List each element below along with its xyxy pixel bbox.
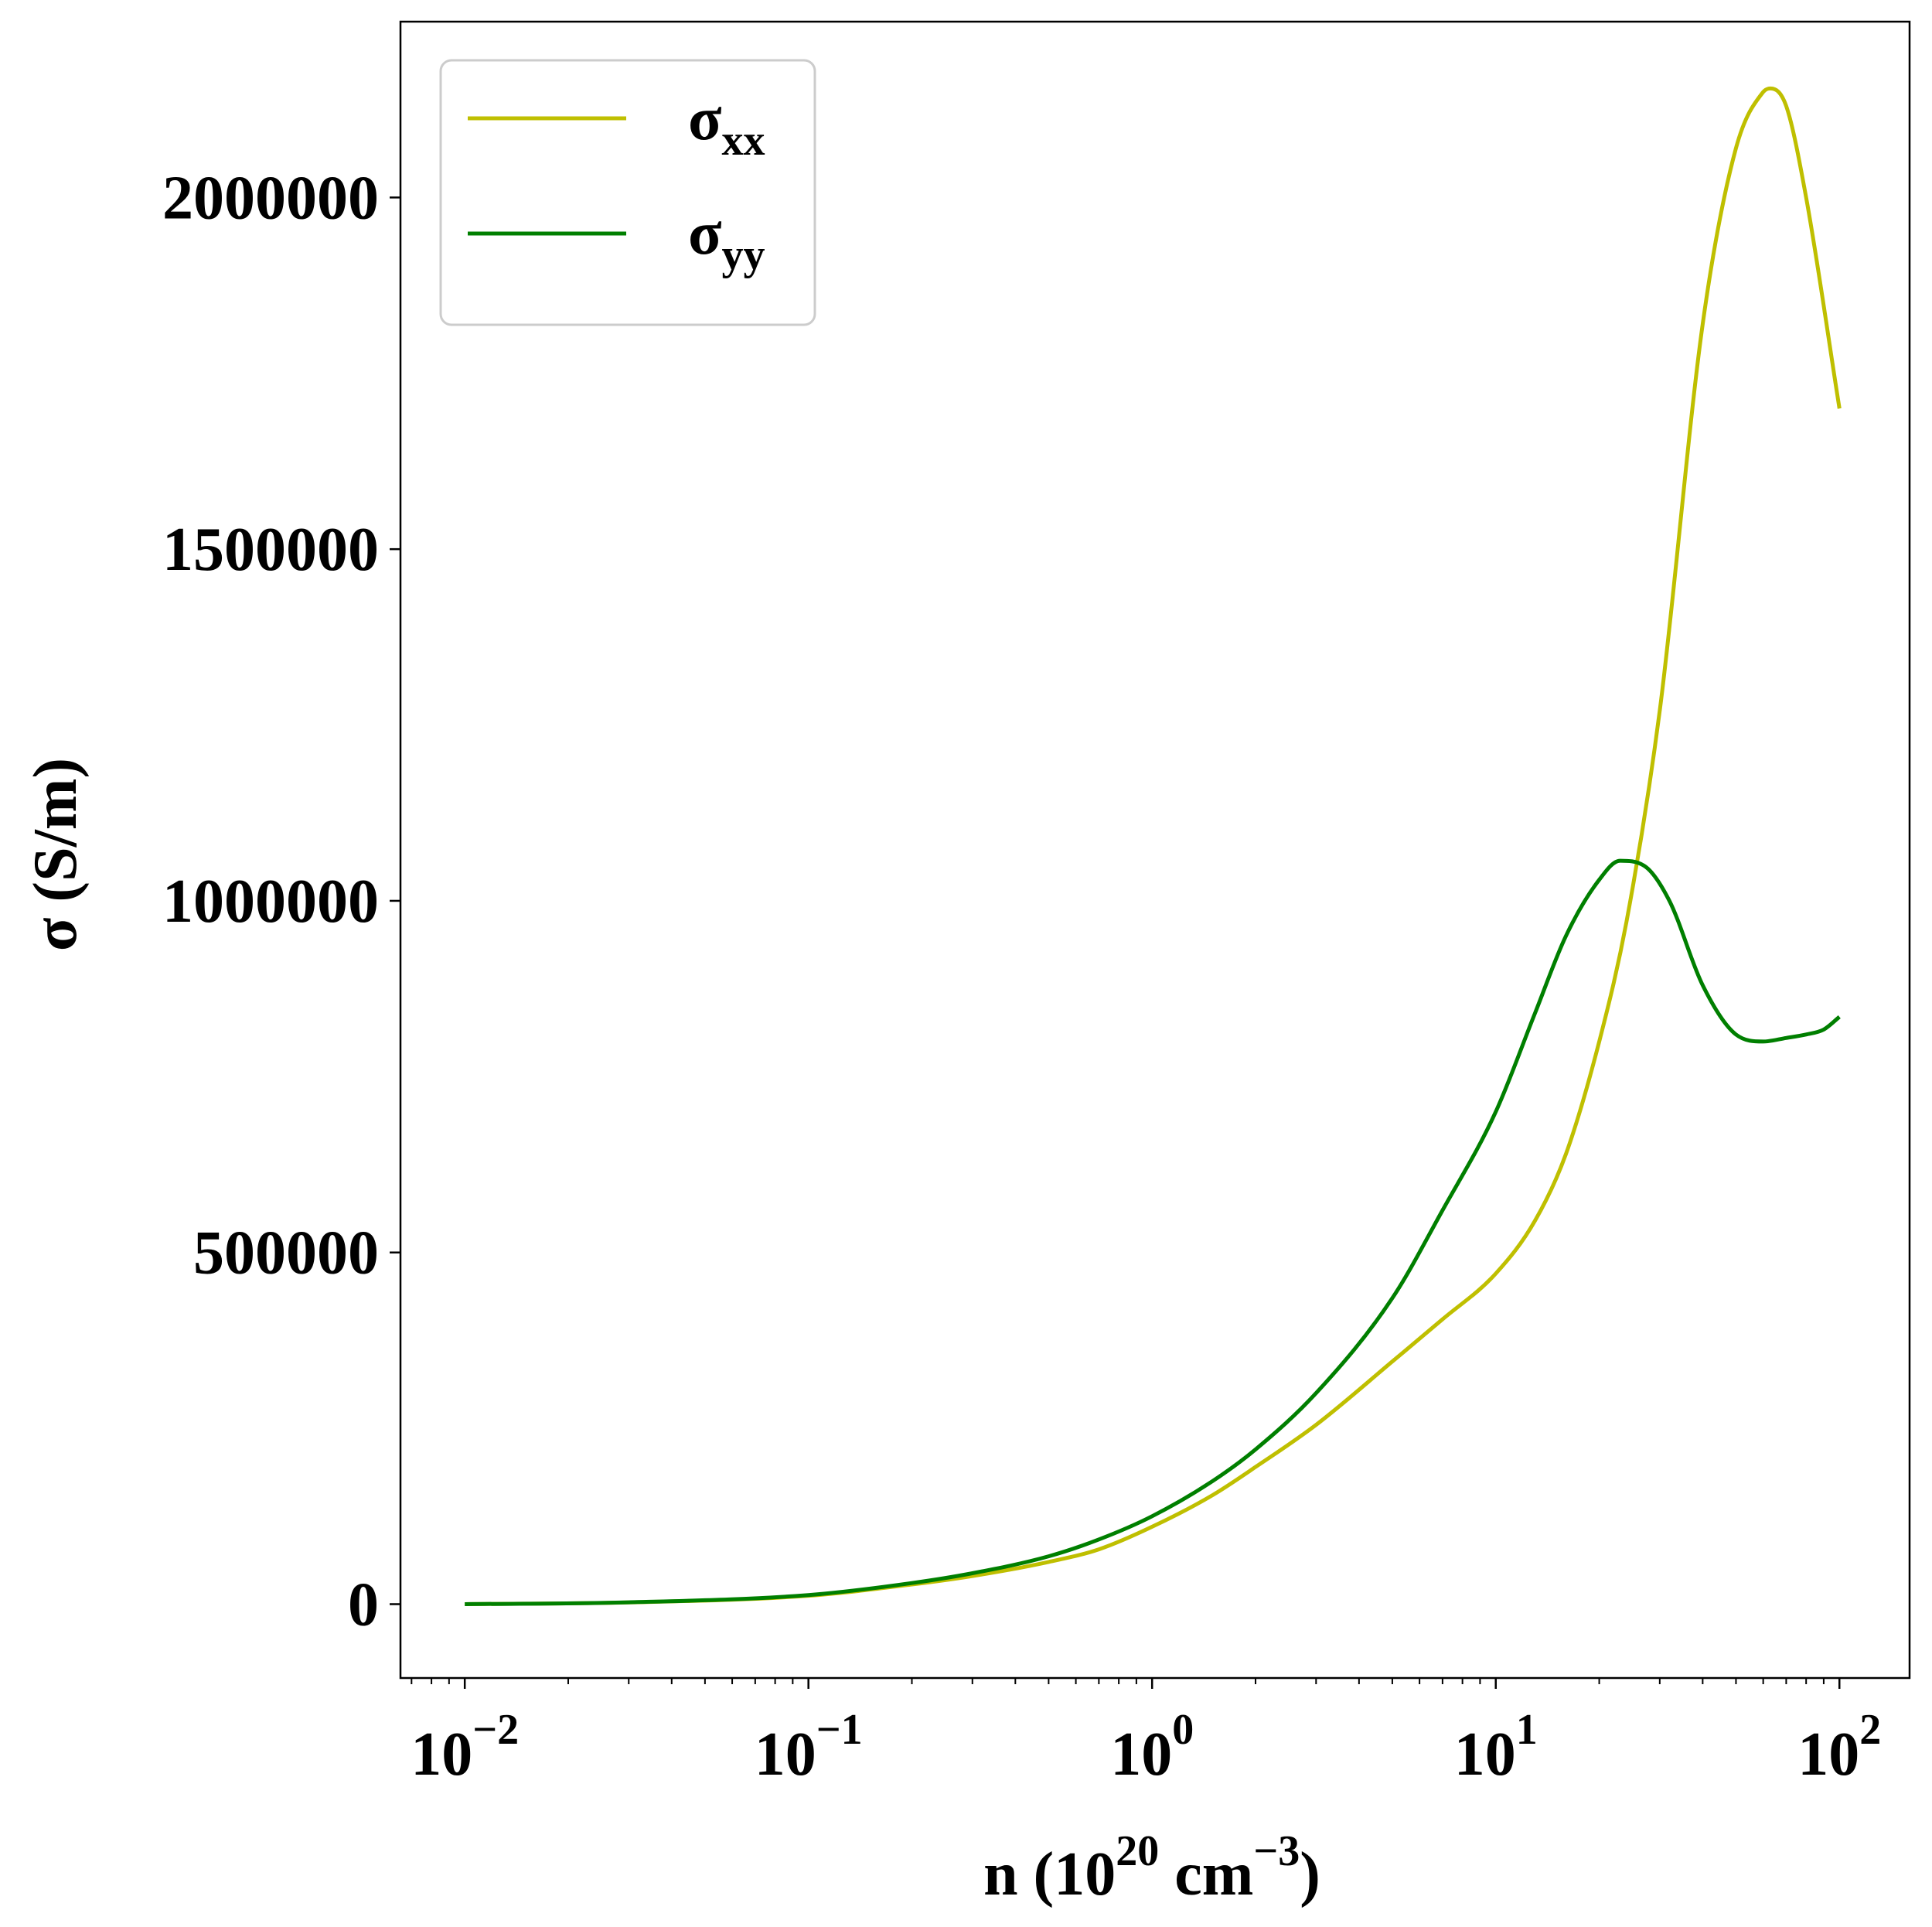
x-tick-label: 100 — [1110, 1706, 1194, 1789]
y-tick-label: 0 — [348, 1571, 379, 1639]
y-axis: 0 500000 1000000 1500000 2000000 — [162, 164, 400, 1639]
x-axis-label-end: ) — [1300, 1840, 1320, 1908]
x-tick-label: 10−1 — [755, 1706, 863, 1789]
series-line-sigma-xx — [465, 86, 1842, 1606]
x-axis-label-sup1: 20 — [1116, 1827, 1159, 1875]
x-tick-label: 10−2 — [411, 1706, 519, 1789]
series-line-sigma-yy — [465, 858, 1841, 1606]
x-axis-label-mid: cm — [1159, 1840, 1253, 1908]
y-tick-label: 1000000 — [162, 868, 379, 936]
x-tick-label: 102 — [1797, 1706, 1881, 1789]
legend-label-sigma-yy: σyy — [688, 200, 765, 279]
y-tick-label: 500000 — [193, 1219, 379, 1288]
x-axis-label-main: n (10 — [983, 1840, 1116, 1908]
legend-label-sigma-xx: σxx — [688, 85, 765, 165]
x-axis-label: n (1020 cm−3) — [983, 1827, 1320, 1908]
x-tick-label: 101 — [1454, 1706, 1538, 1789]
x-axis: 10−2 10−1 100 101 102 — [411, 1678, 1881, 1789]
y-tick-label: 1500000 — [162, 516, 379, 584]
legend: σxx σyy — [439, 59, 816, 326]
x-axis-label-sup2: −3 — [1253, 1827, 1300, 1875]
legend-box — [439, 59, 816, 326]
y-tick-label: 2000000 — [162, 164, 379, 232]
y-axis-label: σ (S/m) — [22, 758, 90, 951]
plot-area — [465, 86, 1842, 1606]
axes-frame — [399, 20, 1911, 1680]
